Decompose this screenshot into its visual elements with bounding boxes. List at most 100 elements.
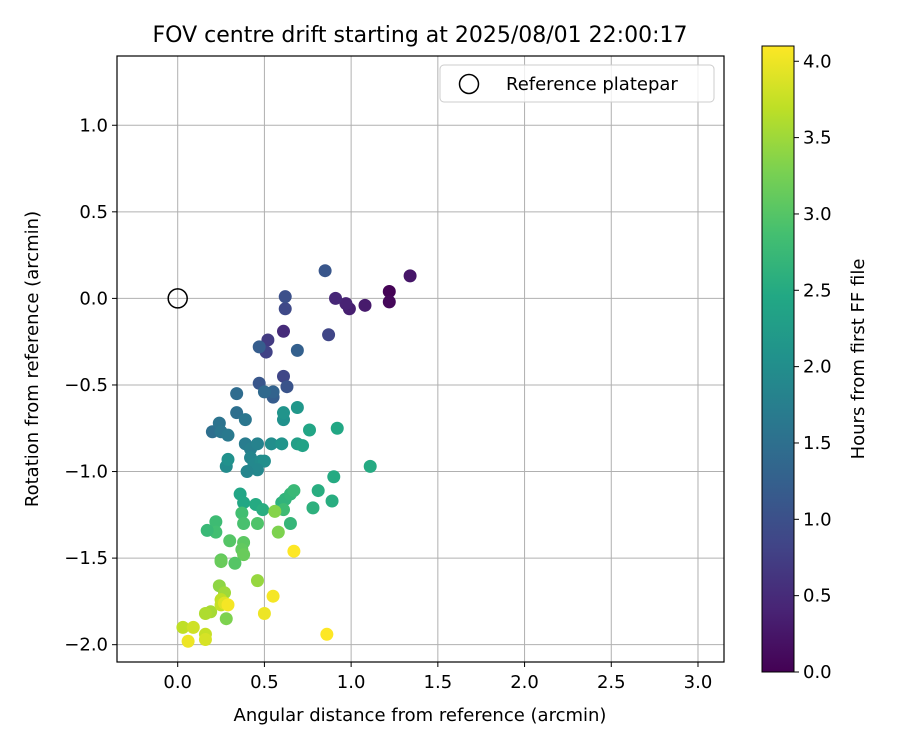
- y-tick-label: 1.0: [79, 115, 108, 136]
- data-point: [306, 501, 320, 515]
- data-point: [268, 504, 282, 518]
- colorbar-tick-label: 3.5: [803, 128, 832, 149]
- data-point: [230, 387, 244, 401]
- legend-marker: [458, 73, 480, 95]
- y-tick-label: −1.0: [64, 462, 108, 483]
- data-point: [280, 380, 294, 394]
- x-axis-label: Angular distance from reference (arcmin): [234, 705, 607, 726]
- data-point: [287, 484, 301, 498]
- legend-label: Reference platepar: [506, 74, 678, 95]
- data-point: [403, 269, 417, 283]
- data-point: [276, 369, 290, 383]
- data-point: [198, 607, 212, 621]
- data-point: [221, 452, 235, 466]
- data-point: [250, 516, 264, 530]
- colorbar-tick-label: 1.0: [803, 509, 832, 530]
- plot-frame: [116, 55, 725, 663]
- data-point: [252, 340, 266, 354]
- data-point: [221, 428, 235, 442]
- data-point: [238, 413, 252, 427]
- data-point: [257, 385, 271, 399]
- data-point: [303, 423, 317, 437]
- colorbar-ticks: 0.0 0.5 1.0 1.5 2.0 2.5 3.0 3.5 4.0: [794, 51, 832, 683]
- data-point: [283, 516, 297, 530]
- data-point: [266, 589, 280, 603]
- y-tick-label: −1.5: [64, 548, 108, 569]
- data-point: [237, 548, 251, 562]
- colorbar-label: Hours from first FF file: [848, 259, 869, 460]
- data-point: [287, 544, 301, 558]
- data-point: [382, 284, 396, 298]
- y-tick-label: 0.0: [79, 288, 108, 309]
- data-point: [271, 525, 285, 539]
- data-point: [181, 634, 195, 648]
- colorbar-tick-label: 0.0: [803, 662, 832, 683]
- colorbar-tick-label: 1.5: [803, 433, 832, 454]
- x-tick-label: 1.5: [424, 672, 453, 693]
- x-tick-label: 2.0: [510, 672, 539, 693]
- data-point: [276, 324, 290, 338]
- y-tick-label: −0.5: [64, 375, 108, 396]
- data-point: [209, 515, 223, 529]
- data-point: [311, 484, 325, 498]
- y-axis-label: Rotation from reference (arcmin): [22, 211, 43, 507]
- x-tick-label: 3.0: [684, 672, 713, 693]
- data-points: [176, 264, 417, 648]
- data-point: [278, 302, 292, 316]
- data-point: [325, 494, 339, 508]
- legend: Reference platepar: [439, 64, 715, 103]
- data-point: [214, 555, 228, 569]
- data-point: [322, 328, 336, 342]
- colorbar-tick-label: 3.0: [803, 204, 832, 225]
- data-point: [221, 598, 235, 612]
- x-axis-ticks: 0.0 0.5 1.0 1.5 2.0 2.5 3.0: [163, 662, 712, 693]
- colorbar-tick-label: 0.5: [803, 586, 832, 607]
- data-point: [278, 290, 292, 304]
- data-point: [235, 506, 249, 520]
- data-point: [186, 620, 200, 634]
- data-point: [327, 470, 341, 484]
- x-tick-label: 0.0: [163, 672, 192, 693]
- data-point: [250, 463, 264, 477]
- data-point: [382, 295, 396, 309]
- data-point: [250, 437, 264, 451]
- data-point: [363, 459, 377, 473]
- data-point: [237, 496, 251, 510]
- y-tick-label: −2.0: [64, 635, 108, 656]
- data-point: [296, 439, 310, 453]
- colorbar-tick-label: 2.0: [803, 357, 832, 378]
- data-point: [358, 298, 372, 312]
- data-point: [330, 421, 344, 435]
- x-tick-label: 2.5: [597, 672, 626, 693]
- data-point: [264, 437, 278, 451]
- colorbar-tick-label: 4.0: [803, 51, 832, 72]
- data-point: [329, 291, 343, 305]
- data-point: [237, 516, 251, 530]
- y-axis-ticks: −2.0 −1.5 −1.0 −0.5 0.0 0.5 1.0: [64, 115, 117, 656]
- data-point: [223, 534, 237, 548]
- data-point: [261, 333, 275, 347]
- data-point: [318, 264, 332, 278]
- reference-marker: [167, 288, 188, 309]
- data-point: [228, 556, 242, 570]
- chart-title: FOV centre drift starting at 2025/08/01 …: [153, 23, 688, 48]
- data-point: [257, 607, 271, 621]
- data-point: [290, 400, 304, 414]
- data-point: [275, 437, 289, 451]
- y-tick-label: 0.5: [79, 202, 108, 223]
- data-point: [240, 465, 254, 479]
- data-point: [200, 523, 214, 537]
- data-point: [257, 454, 271, 468]
- data-point: [256, 503, 270, 517]
- data-point: [320, 627, 334, 641]
- data-point: [230, 406, 244, 420]
- data-point: [219, 612, 233, 626]
- data-point: [290, 343, 304, 357]
- data-point: [276, 406, 290, 420]
- reference-point: [167, 288, 188, 309]
- x-tick-label: 0.5: [250, 672, 279, 693]
- data-point: [176, 620, 190, 634]
- colorbar: [761, 45, 795, 673]
- data-point: [339, 297, 353, 311]
